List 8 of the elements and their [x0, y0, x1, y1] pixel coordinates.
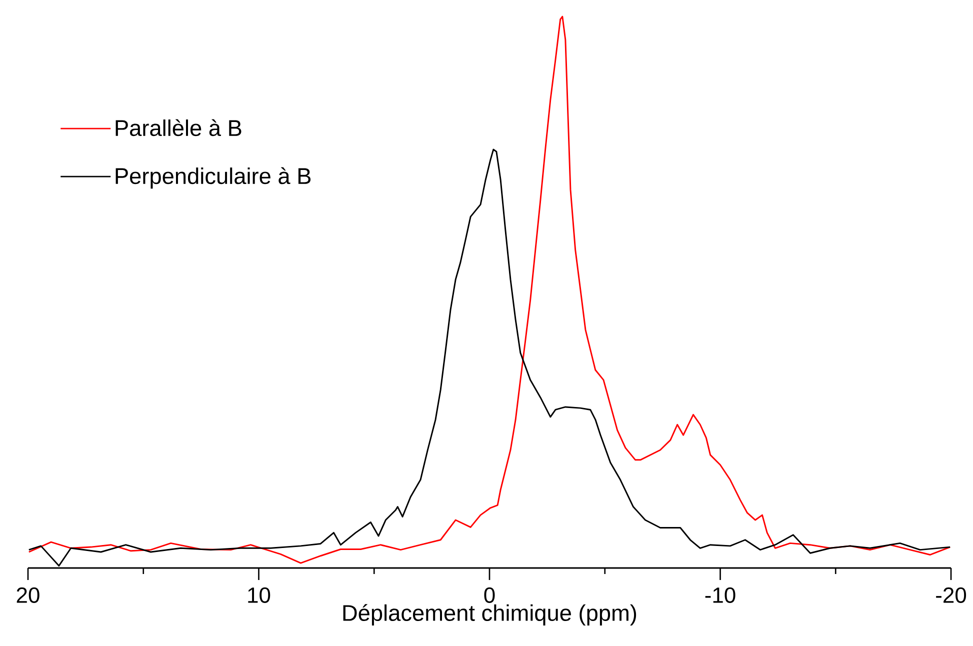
- legend-label: Parallèle à B: [116, 119, 242, 136]
- x-tick-label: 10: [248, 587, 270, 603]
- x-tick-label: 0: [484, 587, 495, 603]
- x-tick-label: -10: [705, 587, 736, 603]
- x-axis-title: Déplacement chimique (ppm): [343, 604, 636, 626]
- x-tick-label: -20: [936, 587, 966, 603]
- legend-label: Perpendiculaire à B: [116, 167, 311, 189]
- x-tick-label: 20: [16, 587, 40, 603]
